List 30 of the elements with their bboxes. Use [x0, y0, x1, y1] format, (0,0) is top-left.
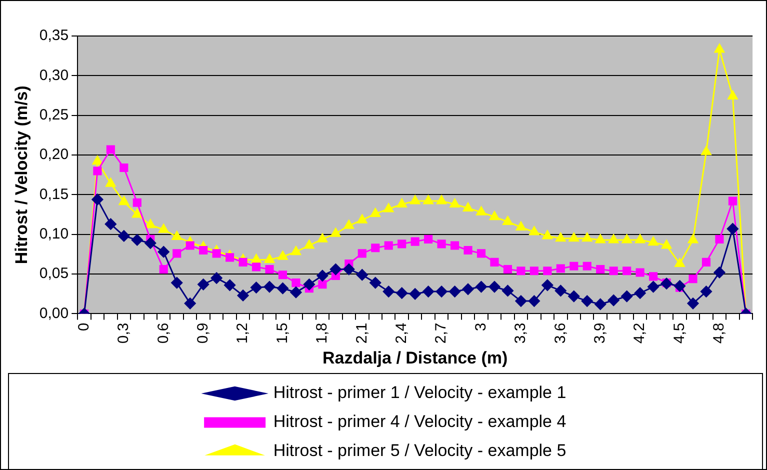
x-tick-label: 1,5: [274, 322, 291, 344]
y-tick-label: 0,20: [39, 146, 69, 164]
x-tick-label: 2,7: [432, 322, 450, 344]
legend-label: Hitrost - primer 1 / Velocity - example 1: [273, 383, 566, 402]
y-tick-label: 0,25: [39, 106, 69, 124]
x-axis-title: Razdalja / Distance (m): [322, 348, 508, 368]
y-tick-label: 0,00: [39, 304, 69, 322]
y-tick-label: 0,10: [39, 226, 69, 243]
x-tick-label: 4,2: [631, 322, 648, 344]
x-tick-label: 3: [472, 322, 490, 332]
x-tick-label: 4,8: [710, 322, 728, 344]
x-tick-label: 3,6: [552, 322, 569, 344]
x-tick-label: 2,1: [353, 322, 370, 344]
y-tick-label: 0,15: [39, 186, 69, 203]
x-tick-label: 1,8: [314, 322, 331, 344]
x-tick-label: 0,3: [115, 322, 132, 344]
x-tick-label: 3,9: [591, 322, 608, 344]
x-tick-label: 1,2: [234, 322, 252, 344]
y-tick-label: 0,35: [39, 27, 69, 44]
x-tick-label: 4,5: [670, 322, 688, 344]
x-tick-label: 0,6: [154, 322, 172, 344]
x-tick-label: 0,9: [194, 322, 212, 344]
y-tick-label: 0,05: [39, 265, 69, 282]
legend-label: Hitrost - primer 5 / Velocity - example 5: [273, 441, 566, 460]
x-tick-label: 0: [75, 322, 92, 332]
legend-label: Hitrost - primer 4 / Velocity - example 4: [273, 412, 566, 432]
y-axis-title: Hitrost / Velocity (m/s): [12, 86, 31, 264]
x-tick-label: 3,3: [512, 322, 530, 344]
y-tick-label: 0,30: [39, 66, 69, 84]
x-tick-label: 2,4: [392, 322, 410, 344]
